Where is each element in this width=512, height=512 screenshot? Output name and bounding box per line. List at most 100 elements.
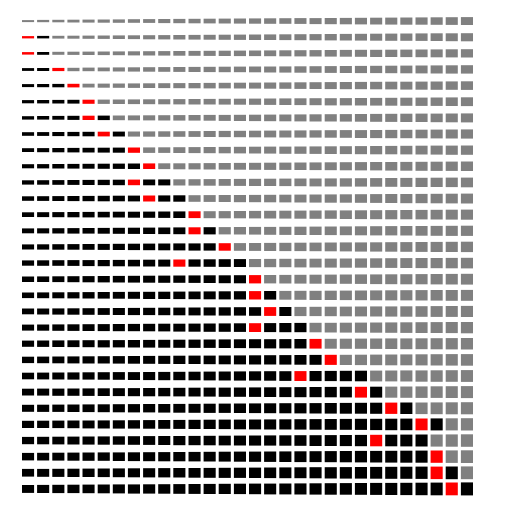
grid-cell: [354, 434, 367, 447]
grid-cell: [400, 226, 413, 236]
grid-cell: [415, 418, 428, 431]
grid-cell: [385, 354, 398, 366]
grid-cell: [385, 129, 398, 139]
grid-cell: [37, 228, 50, 234]
grid-cell: [67, 436, 80, 445]
grid-cell: [67, 131, 80, 137]
grid-cell: [112, 484, 125, 494]
grid-cell: [67, 35, 80, 39]
grid-cell: [158, 259, 171, 267]
grid-cell: [127, 404, 140, 413]
grid-cell: [279, 18, 292, 24]
grid-cell: [82, 404, 95, 413]
grid-cell: [82, 308, 95, 315]
grid-cell: [385, 386, 398, 398]
grid-cell: [158, 468, 171, 478]
grid-cell: [233, 130, 246, 138]
grid-cell: [294, 258, 307, 268]
grid-cell: [309, 114, 322, 122]
grid-cell: [203, 483, 216, 494]
grid-cell: [430, 258, 443, 269]
grid-cell: [52, 452, 65, 461]
grid-cell: [354, 483, 367, 495]
grid-cell: [233, 307, 246, 316]
grid-cell: [143, 211, 156, 218]
grid-cell: [339, 242, 352, 252]
grid-cell: [173, 51, 186, 56]
grid-cell: [67, 67, 80, 72]
grid-cell: [173, 243, 186, 251]
grid-cell: [218, 483, 231, 494]
grid-cell: [339, 386, 352, 398]
grid-cell: [324, 386, 337, 398]
grid-cell: [82, 195, 95, 202]
grid-cell: [37, 388, 50, 396]
grid-cell: [158, 420, 171, 429]
grid-cell: [37, 212, 50, 218]
grid-cell: [203, 243, 216, 251]
grid-cell: [445, 113, 458, 123]
grid-cell: [233, 146, 246, 154]
grid-cell: [264, 226, 277, 235]
grid-cell: [415, 17, 428, 25]
grid-cell: [22, 388, 35, 396]
grid-cell: [233, 227, 246, 235]
grid-cell: [324, 82, 337, 90]
grid-cell: [67, 115, 80, 120]
grid-cell: [112, 291, 125, 299]
grid-cell: [400, 33, 413, 41]
grid-cell: [97, 243, 110, 250]
grid-cell: [112, 83, 125, 88]
grid-cell: [249, 66, 262, 73]
grid-cell: [354, 194, 367, 203]
grid-cell: [249, 355, 262, 365]
grid-cell: [385, 450, 398, 463]
grid-cell: [445, 241, 458, 252]
grid-cell: [127, 388, 140, 397]
grid-cell: [158, 227, 171, 235]
grid-cell: [82, 67, 95, 72]
grid-cell: [430, 193, 443, 204]
grid-cell: [233, 18, 246, 24]
grid-cell: [233, 243, 246, 251]
grid-cell: [279, 114, 292, 122]
grid-cell: [339, 146, 352, 155]
grid-cell: [460, 145, 473, 155]
grid-cell: [37, 132, 50, 136]
grid-cell: [188, 195, 201, 202]
grid-cell: [22, 180, 35, 185]
grid-cell: [37, 404, 50, 412]
grid-cell: [354, 370, 367, 382]
grid-cell: [203, 451, 216, 462]
grid-cell: [400, 49, 413, 58]
grid-cell: [67, 147, 80, 153]
grid-cell: [339, 322, 352, 333]
grid-cell: [370, 274, 383, 285]
grid-cell: [339, 402, 352, 414]
grid-cell: [97, 356, 110, 364]
grid-cell: [158, 115, 171, 121]
grid-cell: [52, 83, 65, 88]
grid-cell: [52, 372, 65, 380]
grid-cell: [264, 355, 277, 365]
grid-cell: [294, 162, 307, 170]
grid-cell: [158, 67, 171, 72]
grid-cell: [52, 35, 65, 39]
grid-cell: [279, 339, 292, 349]
grid-cell: [218, 403, 231, 413]
grid-cell: [37, 468, 50, 477]
grid-cell: [82, 51, 95, 55]
grid-cell: [143, 51, 156, 56]
grid-cell: [430, 177, 443, 187]
grid-cell: [158, 291, 171, 299]
grid-cell: [309, 34, 322, 41]
grid-cell: [22, 485, 35, 493]
grid-cell: [82, 356, 95, 364]
grid-cell: [430, 81, 443, 90]
grid-cell: [52, 404, 65, 412]
grid-cell: [279, 178, 292, 187]
grid-cell: [294, 194, 307, 203]
grid-cell: [415, 386, 428, 398]
grid-cell: [97, 372, 110, 380]
grid-cell: [324, 483, 337, 495]
